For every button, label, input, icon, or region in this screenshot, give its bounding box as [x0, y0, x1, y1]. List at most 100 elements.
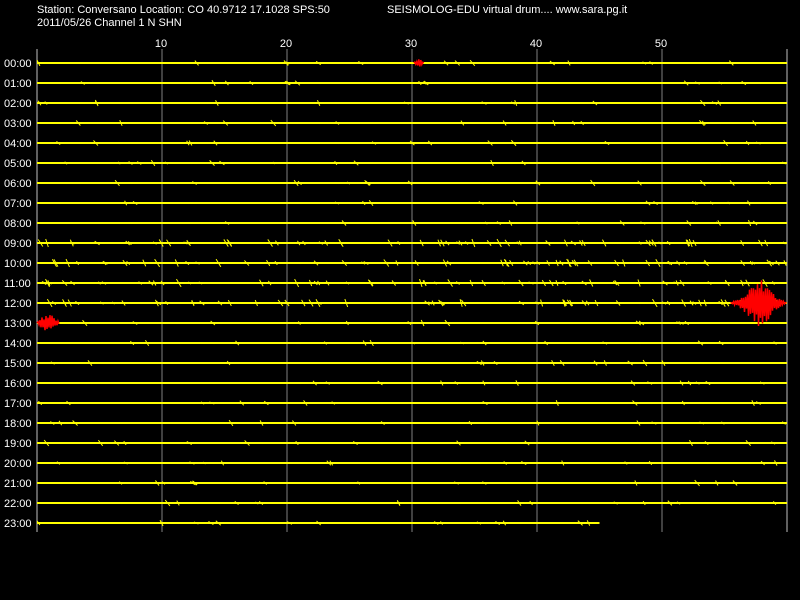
noise-blip	[627, 360, 633, 366]
noise-blip	[111, 301, 115, 305]
noise-blip	[590, 179, 596, 187]
noise-blip	[586, 520, 591, 526]
hour-label-0100: 01:00	[4, 78, 32, 90]
noise-blip	[523, 260, 528, 266]
noise-blip	[704, 259, 709, 267]
hour-label-1800: 18:00	[4, 418, 32, 430]
trace-noise-1600	[312, 380, 765, 386]
noise-blip	[263, 400, 269, 406]
noise-blip	[686, 239, 691, 247]
trace-noise-1800	[50, 419, 786, 427]
noise-blip	[301, 299, 306, 307]
noise-blip	[684, 320, 690, 326]
noise-blip	[698, 299, 702, 307]
noise-blip	[176, 500, 180, 506]
noise-blip	[47, 281, 52, 285]
noise-blip	[308, 279, 313, 287]
noise-blip	[501, 281, 506, 285]
noise-blip	[357, 481, 361, 485]
noise-blip	[418, 80, 422, 86]
noise-blip	[138, 281, 143, 285]
noise-blip	[689, 439, 693, 447]
noise-blip	[566, 299, 573, 307]
noise-blip	[297, 240, 301, 246]
noise-blip	[164, 499, 171, 507]
noise-blip	[482, 481, 487, 485]
noise-blip	[113, 440, 120, 446]
noise-blip	[72, 420, 78, 426]
noise-blip	[524, 440, 530, 446]
noise-blip	[476, 521, 482, 525]
noise-blip	[642, 359, 648, 367]
noise-blip	[555, 259, 559, 267]
noise-blip	[642, 61, 647, 65]
noise-blip	[198, 281, 203, 285]
noise-blip	[94, 99, 99, 107]
noise-blip	[303, 400, 308, 406]
noise-blip	[561, 460, 565, 466]
noise-blip	[717, 220, 721, 226]
noise-blip	[456, 440, 461, 446]
hour-label-0300: 03:00	[4, 118, 32, 130]
noise-blip	[155, 480, 160, 486]
noise-blip	[766, 259, 773, 267]
noise-blip	[64, 161, 68, 165]
noise-blip	[516, 241, 520, 245]
noise-blip	[602, 341, 608, 345]
noise-blip	[549, 60, 556, 66]
noise-blip	[174, 259, 179, 267]
noise-blip	[442, 259, 448, 267]
noise-blip	[510, 101, 515, 105]
noise-blip	[439, 300, 445, 306]
noise-blip	[434, 281, 437, 285]
noise-blip	[652, 298, 658, 308]
noise-blip	[471, 238, 476, 248]
noise-blip	[286, 80, 291, 86]
noise-blip	[294, 278, 300, 288]
noise-blip	[534, 320, 540, 326]
noise-blip	[61, 280, 68, 286]
noise-blip	[603, 360, 607, 366]
noise-blip	[496, 221, 502, 225]
noise-blip	[166, 239, 172, 247]
noise-blip	[728, 60, 734, 66]
noise-blip	[76, 260, 80, 266]
noise-blip	[469, 59, 476, 67]
noise-blip	[666, 240, 671, 246]
noise-blip	[192, 480, 197, 486]
noise-blip	[540, 299, 544, 307]
noise-blip	[703, 261, 708, 265]
noise-blip	[387, 239, 393, 247]
noise-blip	[396, 501, 401, 505]
noise-blip	[612, 280, 618, 286]
noise-blip	[51, 259, 57, 267]
hour-label-1700: 17:00	[4, 398, 32, 410]
noise-blip	[154, 299, 159, 307]
noise-blip	[36, 59, 41, 67]
noise-blip	[383, 259, 390, 267]
noise-blip	[211, 79, 216, 87]
trace-noise-0400	[56, 139, 761, 147]
hour-label-0200: 02:00	[4, 98, 32, 110]
noise-blip	[512, 200, 518, 206]
noise-blip	[551, 359, 555, 367]
noise-blip	[295, 440, 299, 446]
noise-blip	[103, 261, 108, 265]
noise-blip	[613, 501, 618, 505]
noise-blip	[419, 278, 423, 288]
noise-blip	[718, 340, 724, 346]
noise-blip	[692, 301, 697, 305]
noise-blip	[585, 300, 590, 306]
noise-blip	[267, 239, 273, 247]
noise-blip	[270, 119, 277, 127]
noise-blip	[632, 400, 638, 406]
noise-blip	[65, 258, 70, 268]
noise-blip	[275, 240, 279, 246]
hour-label-0900: 09:00	[4, 238, 32, 250]
noise-blip	[536, 420, 540, 426]
noise-blip	[482, 361, 486, 365]
noise-blip	[676, 321, 681, 325]
trace-noise-1900	[43, 439, 776, 447]
noise-blip	[324, 240, 329, 246]
noise-blip	[362, 200, 366, 206]
